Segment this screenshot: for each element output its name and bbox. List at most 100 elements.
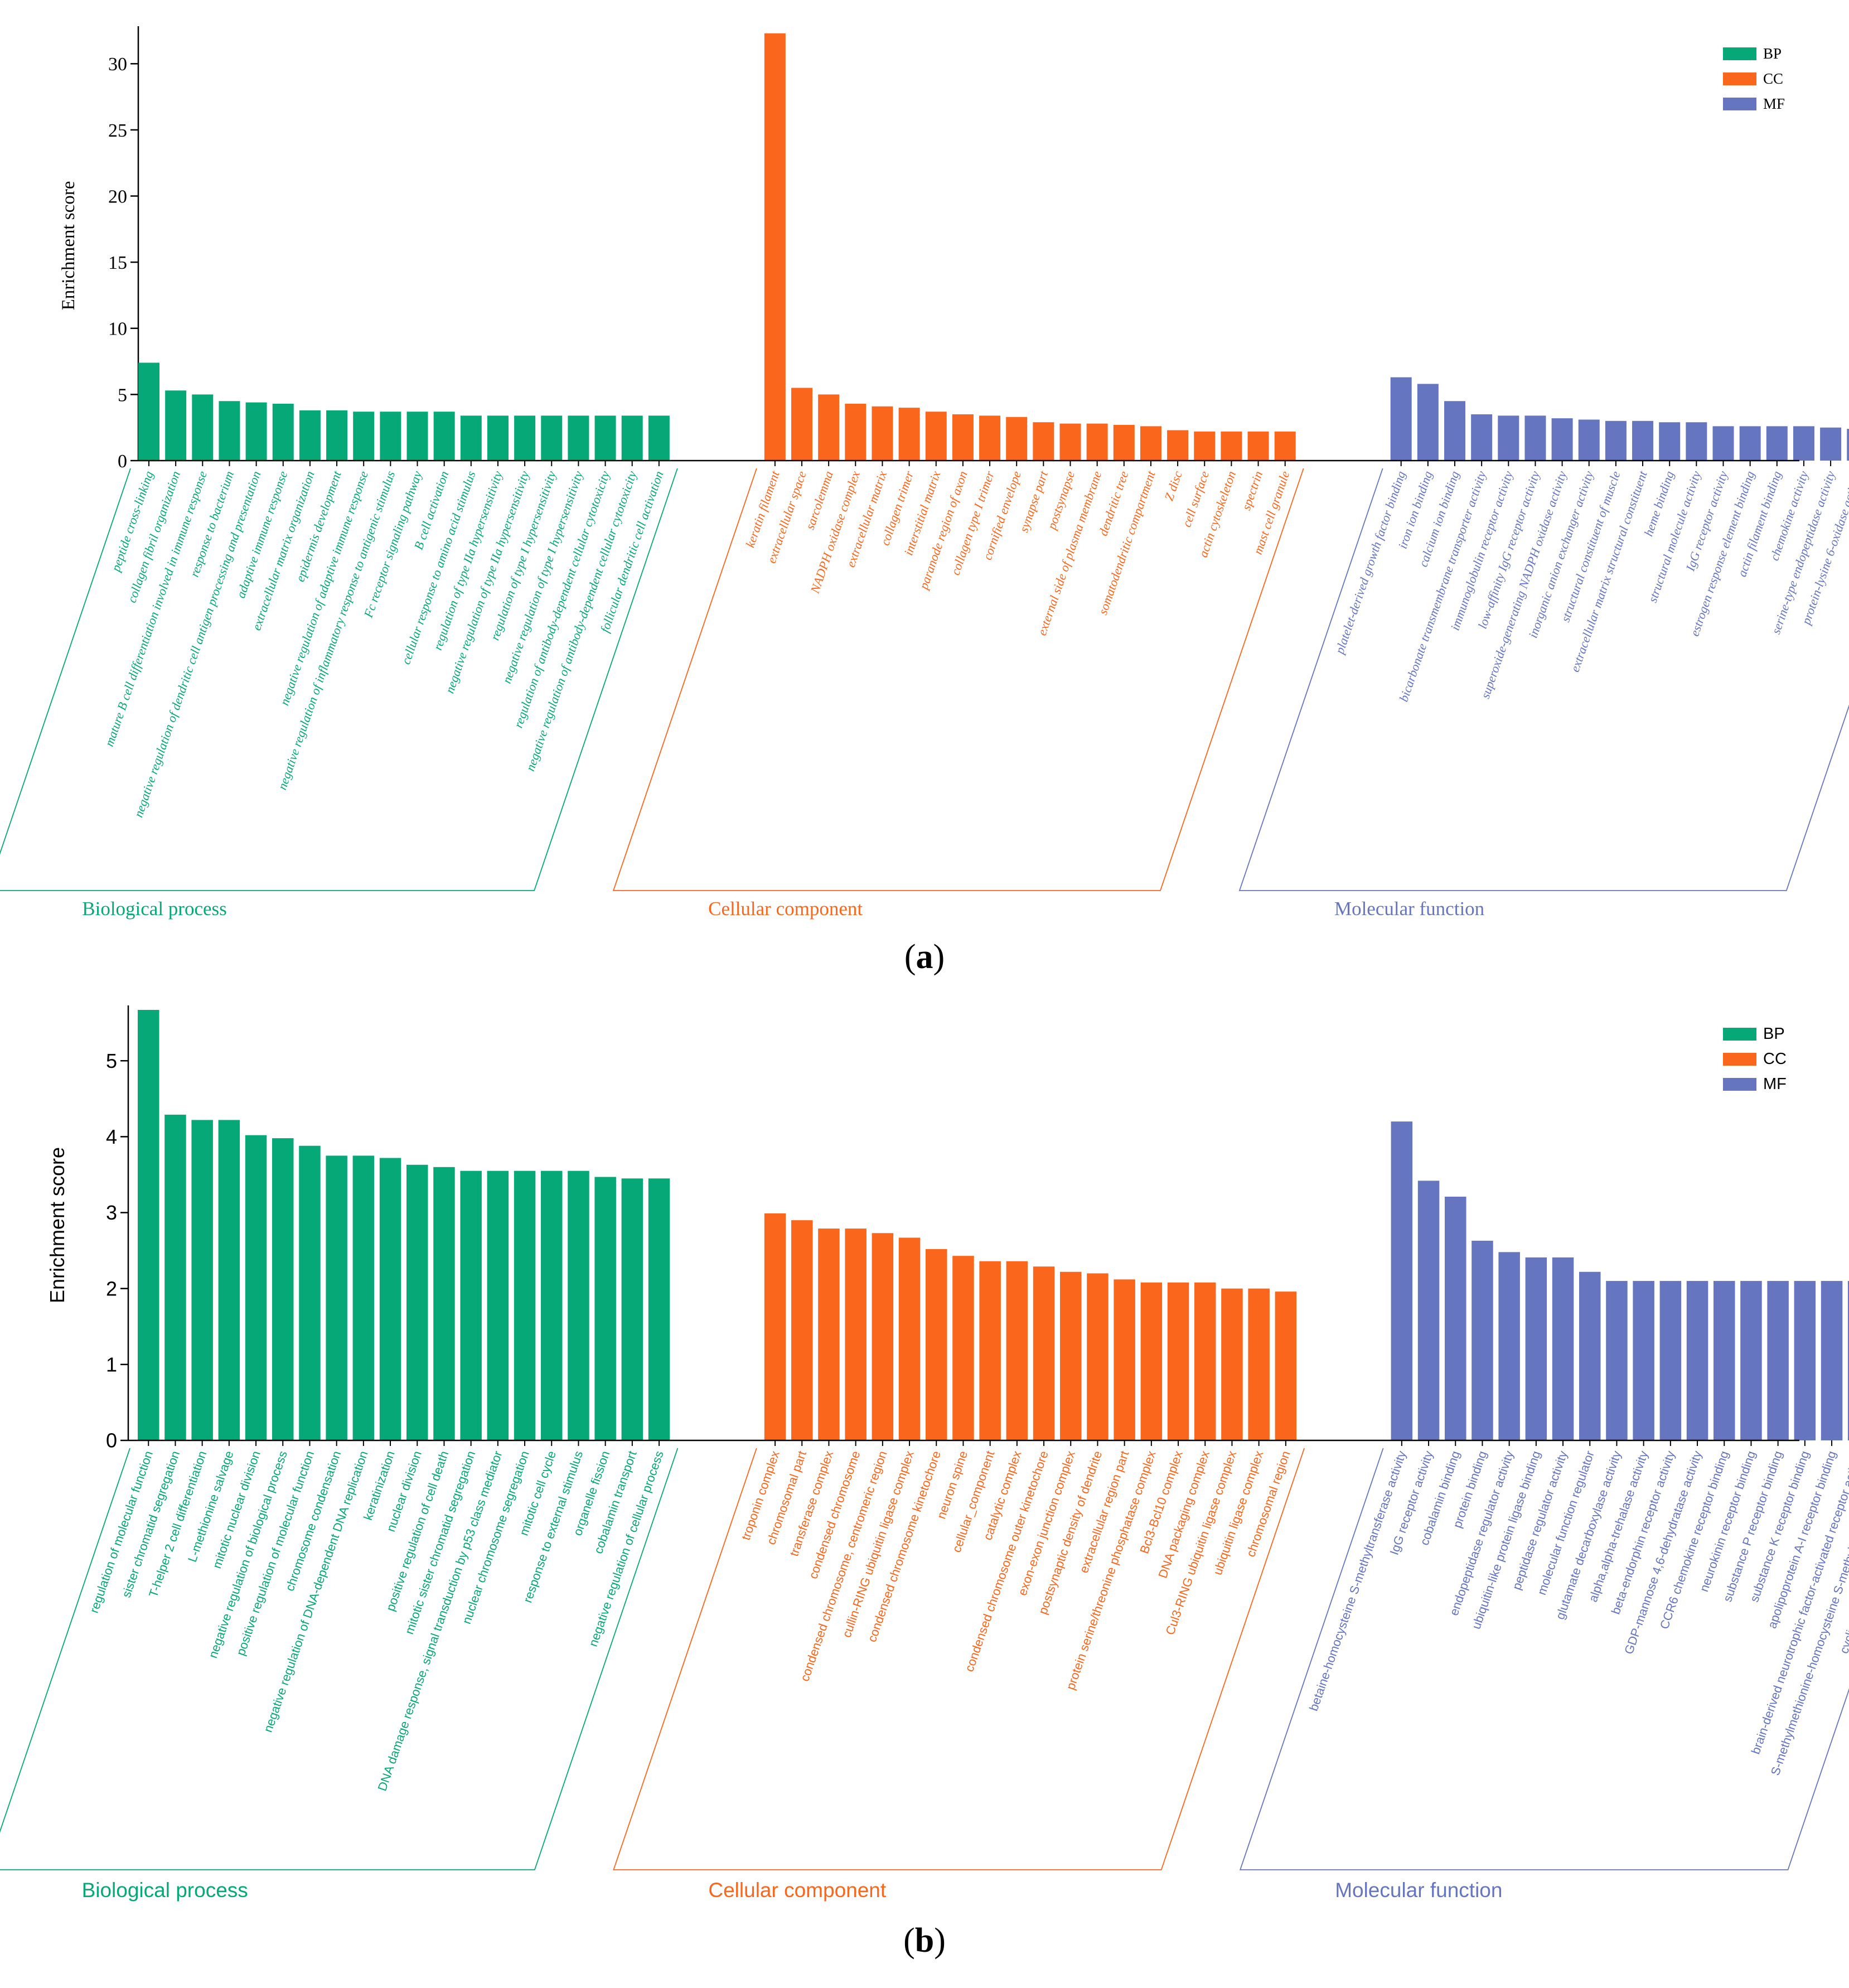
bar-cc-4 (845, 1228, 867, 1440)
group-bracket-bp (0, 1448, 679, 1870)
bar-bp-20 (648, 1178, 670, 1440)
bar-bp-3 (192, 394, 214, 461)
category-label-mf: betaine-homocysteine S-methyltransferase… (1306, 1449, 1409, 1713)
legend-swatch-mf (1723, 1078, 1756, 1091)
bar-bp-17 (568, 1170, 589, 1440)
bar-bp-18 (594, 415, 616, 461)
bar-cc-14 (1113, 424, 1135, 461)
bar-mf-7 (1552, 1257, 1574, 1440)
bar-mf-7 (1551, 418, 1573, 461)
bar-bp-5 (245, 402, 267, 461)
group-title-cc: Cellular component (708, 1879, 887, 1902)
group-bracket-bp (0, 468, 678, 891)
legend-label-bp: BP (1763, 1025, 1785, 1043)
bar-cc-13 (1087, 1273, 1109, 1440)
category-label-cc: spectrin (1239, 469, 1265, 512)
bar-bp-11 (406, 412, 428, 461)
group-bracket-mf (1238, 468, 1849, 891)
bar-bp-18 (594, 1177, 616, 1440)
bar-cc-8 (952, 414, 974, 461)
bar-cc-9 (979, 415, 1001, 461)
bar-bp-17 (568, 415, 589, 461)
bar-mf-5 (1498, 1252, 1520, 1440)
bar-bp-14 (487, 415, 509, 461)
bar-bp-5 (245, 1135, 267, 1440)
bar-mf-3 (1444, 401, 1465, 461)
bar-cc-7 (925, 412, 947, 461)
y-axis-title: Enrichment score (46, 1147, 69, 1303)
bar-cc-6 (898, 1237, 921, 1440)
bar-cc-6 (898, 408, 920, 461)
bar-bp-2 (164, 1114, 186, 1440)
bar-cc-18 (1221, 1288, 1243, 1440)
bar-bp-13 (460, 1170, 482, 1440)
bar-mf-2 (1417, 384, 1439, 461)
category-label-cc: Z disc (1161, 469, 1184, 502)
y-axis-title: Enrichment score (59, 181, 79, 311)
bar-bp-14 (487, 1170, 509, 1440)
bar-bp-11 (406, 1164, 428, 1440)
bar-mf-1 (1391, 1121, 1413, 1440)
bar-bp-4 (219, 401, 240, 461)
bar-bp-10 (379, 1158, 401, 1440)
bar-bp-10 (380, 412, 401, 461)
bar-cc-8 (952, 1256, 974, 1440)
bar-cc-10 (1006, 1261, 1028, 1440)
bar-bp-19 (621, 415, 643, 461)
bar-cc-10 (1006, 417, 1028, 461)
bar-cc-19 (1247, 431, 1269, 461)
bar-cc-15 (1140, 1282, 1163, 1440)
group-title-mf: Molecular function (1335, 1879, 1502, 1902)
bar-mf-8 (1579, 1271, 1601, 1440)
category-label-cc: somatodendritic compartment (1096, 469, 1158, 617)
bar-cc-14 (1114, 1279, 1135, 1440)
y-tick-label: 3 (106, 1201, 117, 1224)
legend-label-cc: CC (1763, 1050, 1787, 1068)
bar-mf-12 (1686, 422, 1707, 461)
group-bracket-mf (1239, 1448, 1849, 1870)
bar-mf-18 (1848, 1281, 1849, 1440)
bar-cc-3 (818, 1228, 840, 1440)
bar-bp-16 (541, 415, 563, 461)
bar-mf-17 (1820, 427, 1842, 461)
bar-mf-14 (1739, 426, 1761, 461)
y-tick-label: 25 (108, 120, 127, 141)
y-tick-label: 1 (106, 1353, 117, 1376)
bar-cc-11 (1033, 1266, 1055, 1440)
y-tick-label: 0 (118, 451, 127, 472)
bar-cc-1 (764, 1213, 786, 1440)
bar-cc-17 (1194, 431, 1216, 461)
bar-bp-8 (326, 410, 348, 461)
bar-cc-20 (1274, 431, 1296, 461)
group-title-cc: Cellular component (708, 898, 863, 920)
group-bracket-cc (613, 1448, 1305, 1870)
bar-cc-5 (872, 406, 893, 461)
bar-mf-4 (1472, 1240, 1493, 1440)
bar-mf-3 (1445, 1196, 1466, 1440)
bar-mf-8 (1578, 419, 1600, 461)
bar-bp-13 (460, 415, 482, 461)
bar-cc-2 (791, 388, 812, 461)
y-tick-label: 5 (106, 1049, 117, 1072)
bar-bp-16 (541, 1170, 563, 1440)
bar-cc-12 (1060, 1271, 1082, 1440)
bar-mf-16 (1794, 1281, 1816, 1440)
bar-mf-16 (1793, 426, 1814, 461)
bar-mf-13 (1714, 1281, 1735, 1440)
bar-mf-11 (1659, 422, 1681, 461)
bar-mf-5 (1498, 415, 1519, 461)
bar-cc-16 (1167, 430, 1189, 461)
bar-bp-6 (272, 403, 294, 461)
group-title-bp: Biological process (82, 1879, 248, 1902)
y-tick-label: 30 (108, 54, 127, 75)
panel-caption: (b) (903, 1922, 946, 1960)
legend-label-mf: MF (1763, 95, 1785, 112)
category-label-mf: platelet-derived growth factor binding (1332, 469, 1408, 656)
y-tick-label: 20 (108, 186, 127, 207)
bar-bp-12 (433, 412, 455, 461)
bar-mf-6 (1525, 1257, 1547, 1440)
legend-label-bp: BP (1763, 45, 1782, 62)
bar-mf-10 (1633, 1281, 1654, 1440)
y-tick-label: 2 (106, 1277, 117, 1300)
bar-cc-16 (1167, 1282, 1189, 1440)
